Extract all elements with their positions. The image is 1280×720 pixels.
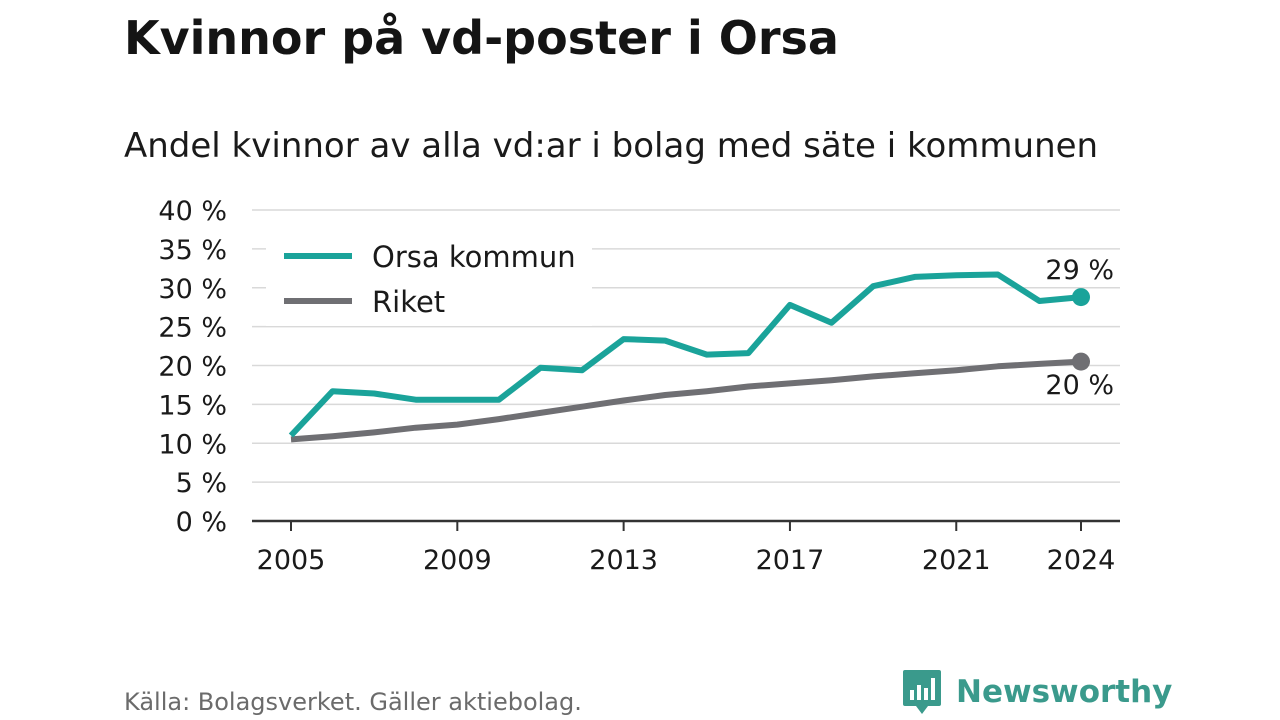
end-point-orsa <box>1072 288 1090 307</box>
series-line-riket <box>290 358 1082 443</box>
legend-label-orsa: Orsa kommun <box>372 240 576 274</box>
x-tick-label: 2013 <box>589 545 658 576</box>
legend: Orsa kommun Riket <box>266 230 592 326</box>
series-lines <box>288 271 1090 443</box>
x-axis: 2005 2009 2013 2017 2021 2024 <box>252 519 1120 576</box>
series-line-orsa <box>288 271 1082 438</box>
y-tick-label: 15 % <box>158 390 227 421</box>
legend-label-riket: Riket <box>372 285 445 319</box>
y-tick-label: 35 % <box>158 235 227 266</box>
y-tick-label: 30 % <box>158 274 227 305</box>
legend-background <box>266 230 592 326</box>
y-tick-label: 25 % <box>158 313 227 344</box>
y-tick-label: 0 % <box>176 507 227 538</box>
end-point-riket <box>1072 352 1090 371</box>
x-tick-label: 2024 <box>1047 545 1116 576</box>
chart-subtitle: Andel kvinnor av alla vd:ar i bolag med … <box>124 126 1099 166</box>
brand-name: Newsworthy <box>956 674 1173 710</box>
x-tick-label: 2017 <box>756 545 825 576</box>
end-label-riket: 20 % <box>1045 370 1114 401</box>
x-tick-label: 2005 <box>257 545 326 576</box>
x-tick-label: 2021 <box>922 545 991 576</box>
y-tick-label: 10 % <box>158 429 227 460</box>
y-tick-label: 40 % <box>158 196 227 227</box>
brand-logo: Newsworthy <box>902 668 1172 716</box>
y-tick-label: 5 % <box>176 468 227 499</box>
y-axis-tick-labels: 0 % 5 % 10 % 15 % 20 % 25 % 30 % 35 % 40 % <box>158 196 227 538</box>
x-tick-label: 2009 <box>423 545 492 576</box>
bar-chart-speech-bubble-icon <box>903 670 941 714</box>
chart-title: Kvinnor på vd-poster i Orsa <box>124 11 839 65</box>
end-label-orsa: 29 % <box>1045 255 1114 286</box>
y-tick-label: 20 % <box>158 352 227 383</box>
source-note: Källa: Bolagsverket. Gäller aktiebolag. <box>124 688 582 716</box>
